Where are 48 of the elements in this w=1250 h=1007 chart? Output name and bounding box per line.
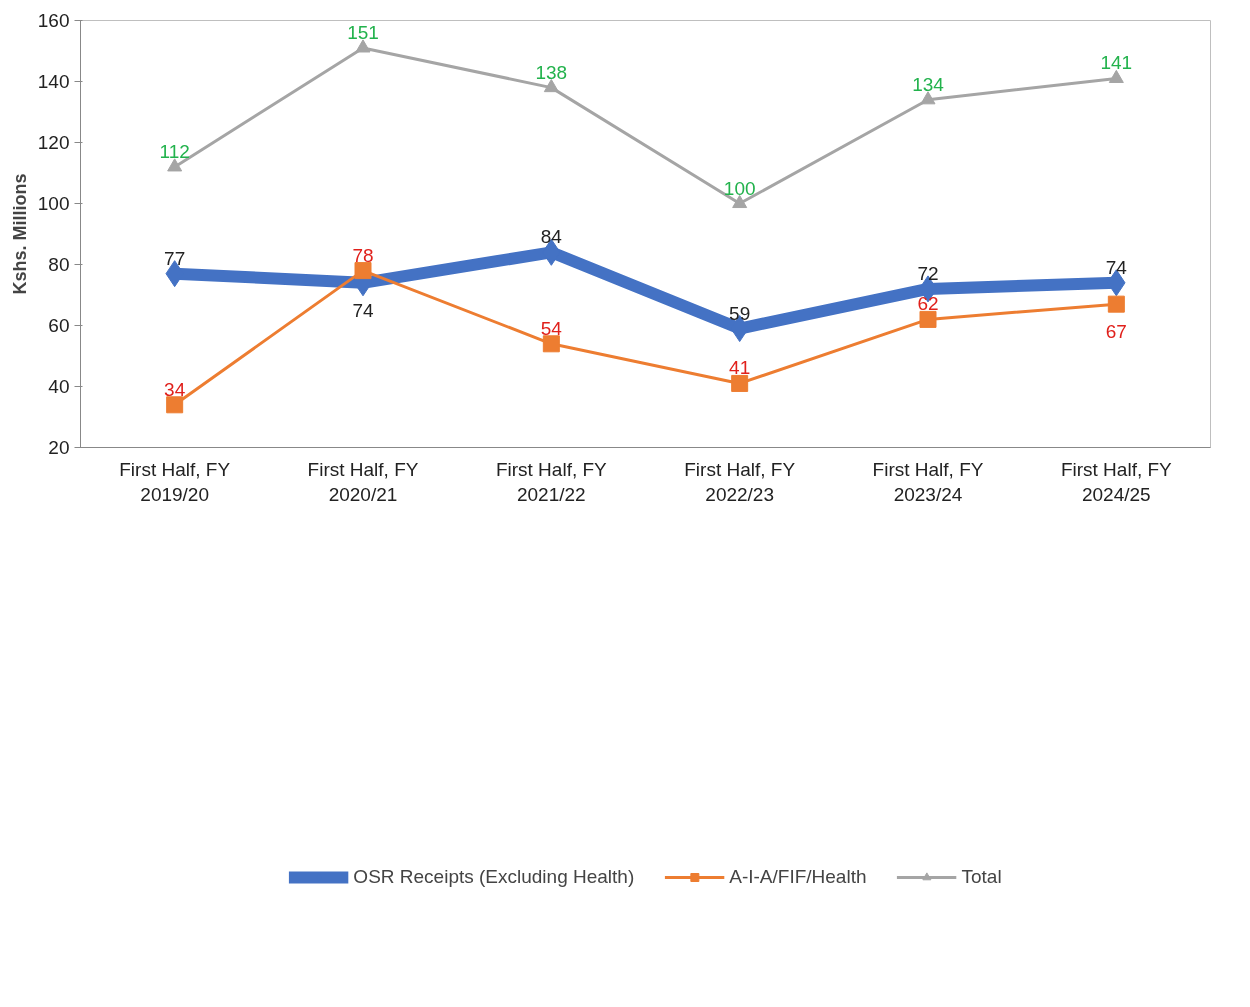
point	[1107, 295, 1125, 313]
data-label: 67	[1105, 321, 1127, 343]
legend-label: A-I-A/FIF/Health	[729, 865, 867, 888]
legend-label: OSR Receipts (Excluding Health)	[353, 865, 635, 888]
point	[542, 335, 560, 353]
x-tick-label: First Half, FY 2022/23	[684, 458, 796, 505]
point	[167, 158, 183, 172]
data-label: 54	[540, 317, 563, 339]
data-label: 62	[917, 293, 939, 315]
point	[166, 396, 184, 414]
data-label: 100	[723, 177, 756, 199]
y-tick-label: 80	[48, 254, 70, 275]
y-axis-title: Kshs. Millions	[9, 173, 30, 295]
data-label: 112	[159, 140, 190, 162]
x-tick-label: First Half, FY 2021/22	[495, 458, 608, 505]
data-label: 78	[352, 244, 374, 266]
data-label: 74	[352, 299, 374, 321]
data-label: 59	[729, 302, 751, 324]
y-tick-label: 60	[48, 315, 70, 336]
point	[354, 262, 372, 280]
data-label: 134	[912, 73, 945, 95]
point	[732, 194, 748, 209]
legend-label: Total	[961, 865, 1002, 888]
data-label: 138	[535, 61, 568, 83]
data-label: 84	[540, 226, 563, 248]
data-label: 151	[347, 21, 379, 43]
x-tick-label: First Half, FY 2023/24	[872, 458, 984, 505]
y-tick-label: 120	[37, 132, 70, 153]
x-tick-label: First Half, FY 2019/20	[119, 458, 231, 505]
data-label: 141	[1100, 52, 1133, 74]
data-label: 77	[164, 247, 186, 269]
y-tick-label: 20	[48, 437, 70, 458]
data-label: 41	[729, 357, 751, 379]
y-tick-label: 140	[37, 71, 70, 92]
point	[543, 79, 559, 93]
y-tick-label: 160	[37, 10, 70, 31]
point	[1108, 69, 1124, 83]
point	[919, 310, 937, 328]
point	[355, 39, 371, 53]
y-tick-label: 100	[37, 193, 70, 214]
data-label: 74	[1105, 256, 1128, 278]
x-tick-label: First Half, FY 2020/21	[307, 458, 419, 505]
point	[920, 91, 936, 105]
x-tick-label: First Half, FY 2024/25	[1060, 458, 1173, 505]
data-label: 34	[164, 378, 186, 400]
point	[731, 374, 749, 392]
y-tick-label: 40	[48, 376, 70, 397]
data-label: 72	[917, 262, 939, 284]
